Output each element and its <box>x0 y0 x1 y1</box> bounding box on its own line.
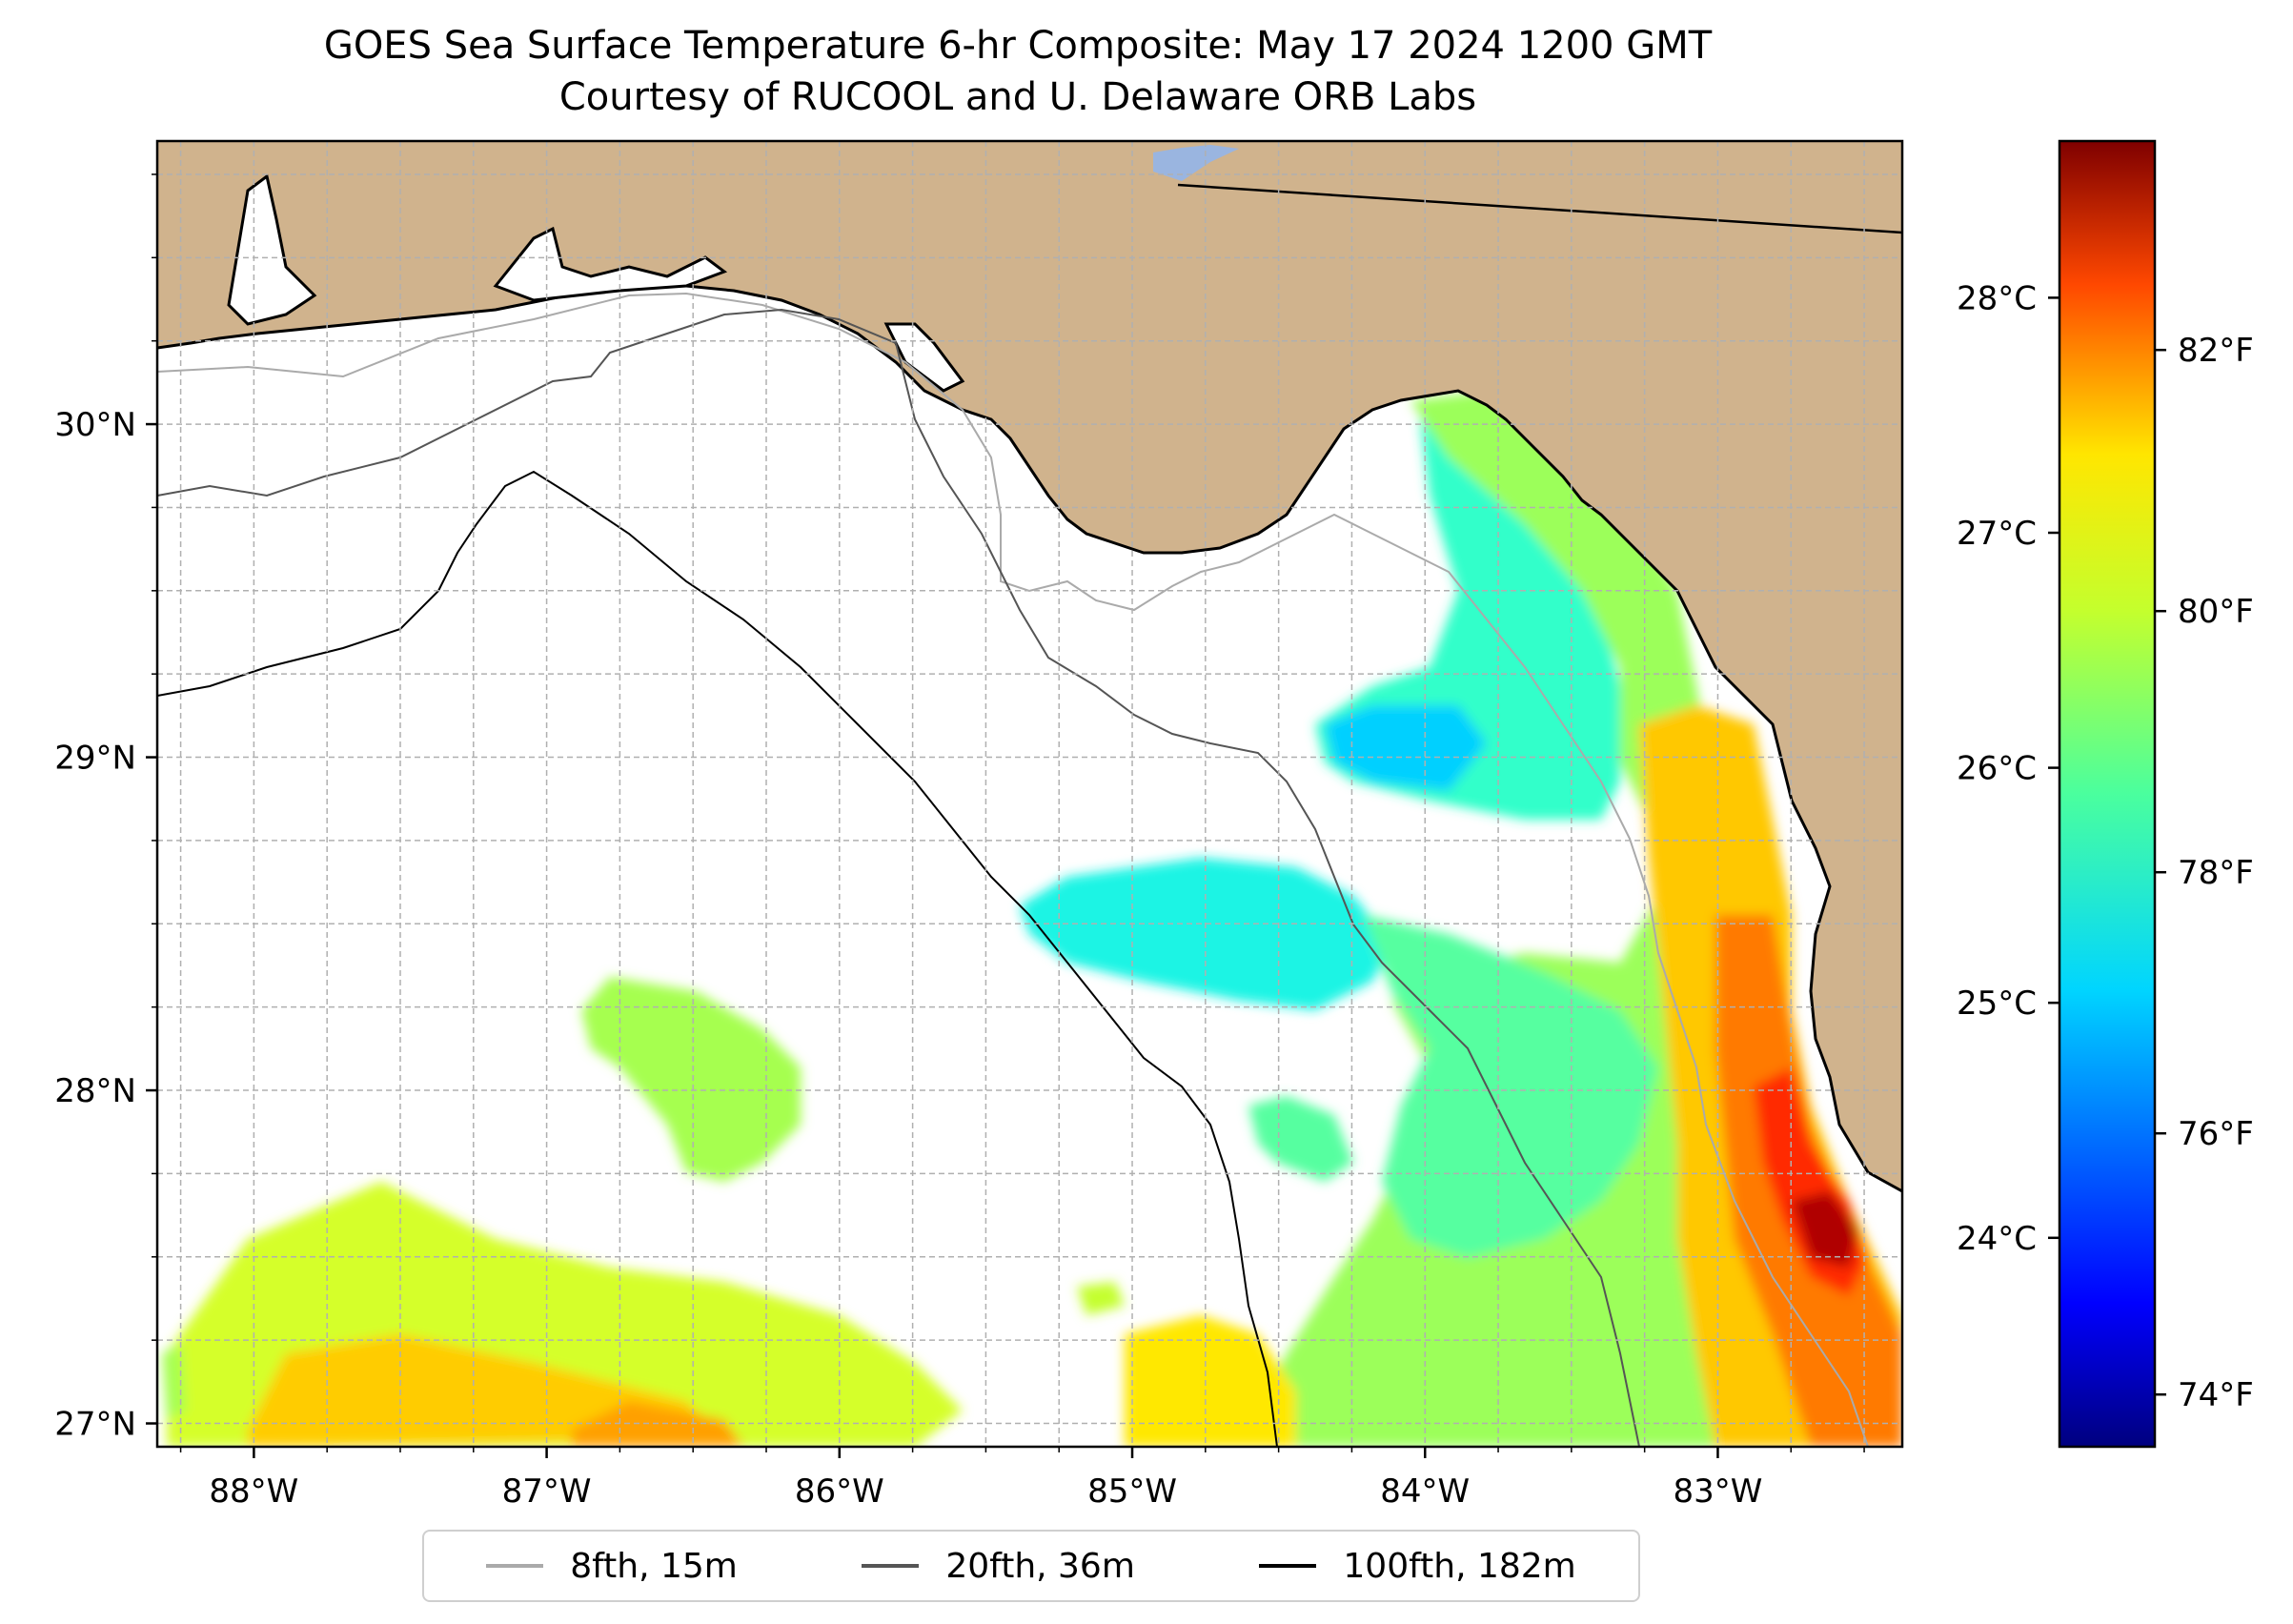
legend-swatch <box>862 1564 920 1568</box>
sst-mid-green <box>1363 915 1658 1258</box>
celsius-tick-label: 26°C <box>1957 750 2037 788</box>
celsius-tick-label: 27°C <box>1957 515 2037 553</box>
legend-label: 20fth, 36m <box>945 1546 1135 1586</box>
colorbar-ticks: 82°F 80°F 78°F 76°F 74°F 28°C 27°C 26°C 25°C 24°C <box>1957 279 2254 1414</box>
sst-fragment <box>1248 1096 1353 1182</box>
grid-lines <box>157 141 1902 1447</box>
map-subtitle: Courtesy of RUCOOL and U. Delaware ORB L… <box>558 75 1477 119</box>
sst-big-bend-cool-core <box>1325 705 1487 791</box>
legend-label: 100fth, 182m <box>1343 1546 1576 1586</box>
land-mass <box>157 141 1902 1191</box>
fahrenheit-tick-label: 76°F <box>2178 1115 2254 1153</box>
lon-tick-label: 85°W <box>1087 1472 1177 1511</box>
legend-swatch <box>1259 1564 1317 1568</box>
isobath-legend: 8fth, 15m 20fth, 36m 100fth, 182m <box>422 1530 1640 1602</box>
sst-fragment <box>162 1344 186 1420</box>
lake <box>1153 145 1239 181</box>
bay-inlet <box>227 173 317 326</box>
map-title: GOES Sea Surface Temperature 6-hr Compos… <box>323 24 1713 68</box>
lon-tick-label: 83°W <box>1674 1472 1763 1511</box>
lat-tick-label: 29°N <box>54 740 136 778</box>
lon-tick-label: 86°W <box>795 1472 884 1511</box>
lon-tick-label: 88°W <box>209 1472 298 1511</box>
sst-western-green-blob <box>581 977 801 1182</box>
lat-tick-label: 27°N <box>54 1406 136 1444</box>
legend-swatch <box>486 1564 544 1568</box>
celsius-tick-label: 28°C <box>1957 279 2037 317</box>
legend-label: 8fth, 15m <box>570 1546 738 1586</box>
legend-item-8fth: 8fth, 15m <box>486 1547 738 1586</box>
longitude-axis: 88°W 87°W 86°W 85°W 84°W 83°W <box>179 1447 1865 1511</box>
isobath-8fth <box>157 292 1869 1447</box>
bay-inlet <box>493 226 728 302</box>
legend-item-100fth: 100fth, 182m <box>1259 1546 1576 1586</box>
fahrenheit-tick-label: 74°F <box>2178 1376 2254 1414</box>
sst-lower-green <box>1125 1315 1296 1447</box>
fahrenheit-tick-label: 82°F <box>2178 332 2254 370</box>
state-boundary <box>1177 183 1902 234</box>
map-frame <box>155 139 1904 1449</box>
lat-tick-label: 30°N <box>54 406 136 444</box>
lon-tick-label: 87°W <box>502 1472 592 1511</box>
fahrenheit-tick-label: 80°F <box>2178 593 2254 631</box>
legend-item-20fth: 20fth, 36m <box>862 1547 1135 1586</box>
colorbar <box>2058 139 2157 1449</box>
celsius-tick-label: 25°C <box>1957 985 2037 1023</box>
isobath-20fth <box>157 308 1640 1447</box>
latitude-axis: 30°N 29°N 28°N 27°N <box>54 173 157 1444</box>
sst-field <box>162 391 1902 1447</box>
fahrenheit-tick-label: 78°F <box>2178 854 2254 892</box>
sst-fragment <box>1077 1282 1125 1315</box>
lon-tick-label: 84°W <box>1380 1472 1470 1511</box>
lat-tick-label: 28°N <box>54 1072 136 1110</box>
isobath-100fth <box>157 470 1278 1447</box>
celsius-tick-label: 24°C <box>1957 1220 2037 1258</box>
sst-tampa-bay-red <box>1792 1191 1858 1268</box>
